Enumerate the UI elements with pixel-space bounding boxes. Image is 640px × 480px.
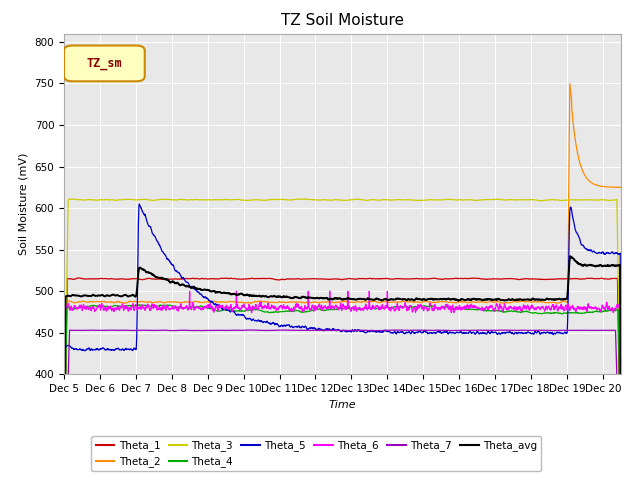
Theta_3 xyxy=(331,197,339,203)
Theta_2 xyxy=(88,299,96,305)
Theta_5 xyxy=(617,402,625,408)
Theta_3 xyxy=(601,197,609,203)
Line: Theta_5: Theta_5 xyxy=(64,204,621,480)
Theta_avg xyxy=(617,428,625,433)
Line: Theta_7: Theta_7 xyxy=(64,330,621,480)
Theta_4 xyxy=(601,308,609,314)
FancyBboxPatch shape xyxy=(64,46,145,81)
Theta_6 xyxy=(316,305,324,311)
Theta_6 xyxy=(88,304,96,310)
Line: Theta_avg: Theta_avg xyxy=(64,256,621,480)
Line: Theta_1: Theta_1 xyxy=(64,278,621,480)
Theta_3 xyxy=(88,197,96,203)
Theta_4 xyxy=(136,302,143,308)
Theta_7 xyxy=(247,327,255,333)
Theta_5 xyxy=(88,347,96,353)
Y-axis label: Soil Moisture (mV): Soil Moisture (mV) xyxy=(19,153,29,255)
Theta_2 xyxy=(617,184,625,190)
Title: TZ Soil Moisture: TZ Soil Moisture xyxy=(281,13,404,28)
Theta_3 xyxy=(617,433,625,439)
Theta_1 xyxy=(601,276,609,282)
Theta_2 xyxy=(499,300,506,306)
Theta_5 xyxy=(499,330,506,336)
Theta_3 xyxy=(60,451,68,456)
Theta_5 xyxy=(331,327,339,333)
Theta_1 xyxy=(89,276,97,282)
Theta_avg xyxy=(566,253,574,259)
Line: Theta_2: Theta_2 xyxy=(64,84,621,480)
Theta_6 xyxy=(601,306,609,312)
Theta_4 xyxy=(331,307,339,312)
Theta_7 xyxy=(499,327,506,333)
Theta_4 xyxy=(601,308,609,314)
Theta_1 xyxy=(76,275,83,281)
Theta_7 xyxy=(316,327,324,333)
Theta_5 xyxy=(316,326,324,332)
Theta_7 xyxy=(331,327,339,333)
Theta_4 xyxy=(88,303,96,309)
Line: Theta_3: Theta_3 xyxy=(64,199,621,454)
Theta_6 xyxy=(186,288,193,294)
Theta_5 xyxy=(601,251,609,257)
X-axis label: Time: Time xyxy=(328,400,356,409)
Theta_3 xyxy=(601,197,609,203)
Line: Theta_4: Theta_4 xyxy=(64,305,621,480)
Theta_1 xyxy=(601,276,609,282)
Legend: Theta_1, Theta_2, Theta_3, Theta_4, Theta_5, Theta_6, Theta_7, Theta_avg: Theta_1, Theta_2, Theta_3, Theta_4, Thet… xyxy=(92,436,541,471)
Theta_2 xyxy=(566,81,573,86)
Theta_3 xyxy=(316,197,324,203)
Theta_1 xyxy=(316,276,324,282)
Theta_avg xyxy=(601,263,609,268)
Theta_avg xyxy=(331,295,339,301)
Theta_avg xyxy=(316,295,324,301)
Theta_1 xyxy=(499,276,506,282)
Line: Theta_6: Theta_6 xyxy=(64,291,621,480)
Theta_7 xyxy=(88,327,96,333)
Theta_avg xyxy=(499,297,506,303)
Theta_5 xyxy=(601,251,609,257)
Theta_6 xyxy=(331,304,339,310)
Theta_2 xyxy=(601,184,609,190)
Theta_1 xyxy=(331,276,339,282)
Theta_3 xyxy=(499,197,506,203)
Theta_6 xyxy=(617,405,625,410)
Theta_avg xyxy=(88,292,96,298)
Theta_7 xyxy=(601,327,609,333)
Theta_7 xyxy=(601,327,609,333)
Theta_4 xyxy=(316,306,324,312)
Theta_2 xyxy=(316,300,324,305)
Theta_3 xyxy=(301,196,308,202)
Theta_4 xyxy=(499,309,506,315)
Theta_6 xyxy=(601,306,609,312)
Text: TZ_sm: TZ_sm xyxy=(87,57,122,70)
Theta_2 xyxy=(331,300,339,305)
Theta_2 xyxy=(601,184,609,190)
Theta_6 xyxy=(499,308,506,314)
Theta_avg xyxy=(601,263,609,269)
Theta_5 xyxy=(136,201,143,207)
